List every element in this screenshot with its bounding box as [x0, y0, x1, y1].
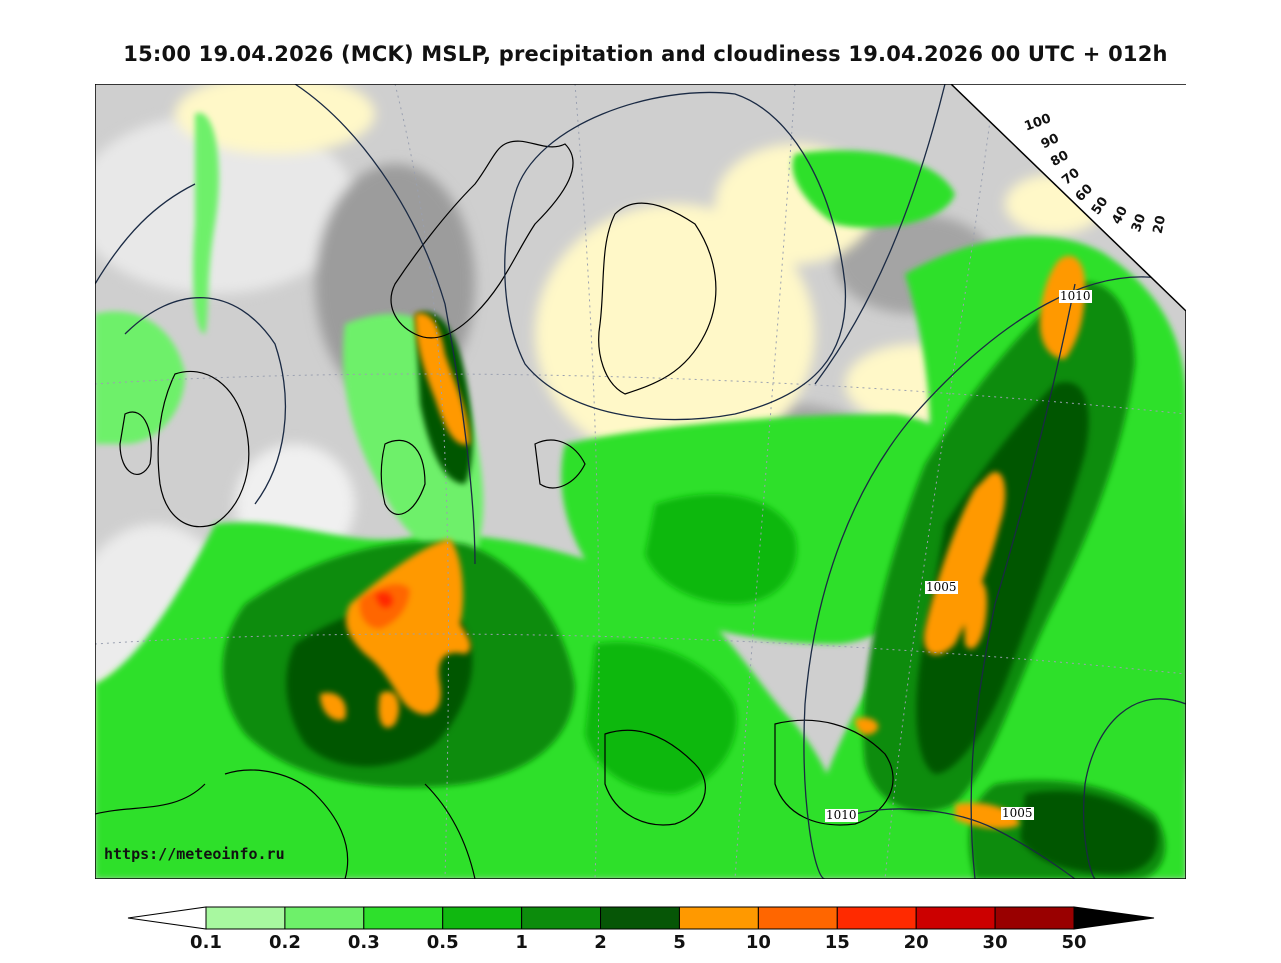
colorbar-tick-label: 0.1 — [190, 932, 222, 953]
colorbar-segment — [363, 906, 444, 930]
colorbar-tick-label: 2 — [594, 932, 607, 953]
isobar-label: 1005 — [925, 580, 958, 594]
colorbar-tick-label: 0.3 — [347, 932, 380, 953]
graticule — [95, 84, 1186, 879]
colorbar-tick-label: 10 — [745, 932, 771, 953]
colorbar-over-triangle — [1073, 906, 1155, 930]
colorbar-segment — [600, 906, 680, 930]
isobar-label: 1010 — [1059, 289, 1092, 303]
map-title: 15:00 19.04.2026 (MCK) MSLP, precipitati… — [123, 42, 1168, 66]
colorbar-segment — [994, 906, 1075, 930]
colorbar-tick-label: 1 — [515, 932, 528, 953]
colorbar-tick-label: 0.2 — [268, 932, 301, 953]
colorbar-tick-label: 20 — [903, 932, 929, 953]
colorbar-tick-label: 30 — [982, 932, 1008, 953]
watermark-url: https://meteoinfo.ru — [104, 845, 285, 863]
colorbar-segment — [836, 906, 917, 930]
colorbar-segment — [284, 906, 365, 930]
colorbar-tick-label: 15 — [824, 932, 850, 953]
isobar-label: 1010 — [825, 808, 858, 822]
colorbar-segment — [678, 906, 759, 930]
colorbar-segment — [915, 906, 996, 930]
colorbar-tick-label: 50 — [1061, 932, 1087, 953]
colorbar-under-triangle — [127, 906, 207, 930]
coastlines — [95, 140, 894, 879]
colorbar-tick-label: 0.5 — [426, 932, 459, 953]
isobar-label: 1005 — [1001, 806, 1034, 820]
isobars — [95, 84, 1186, 879]
colorbar-tick-label: 5 — [673, 932, 686, 953]
colorbar-segment — [442, 906, 523, 930]
colorbar-segment — [521, 906, 602, 930]
weather-map — [95, 84, 1186, 879]
colorbar-segment — [757, 906, 838, 930]
colorbar-segment — [205, 906, 286, 930]
precip-intense — [320, 255, 1085, 829]
